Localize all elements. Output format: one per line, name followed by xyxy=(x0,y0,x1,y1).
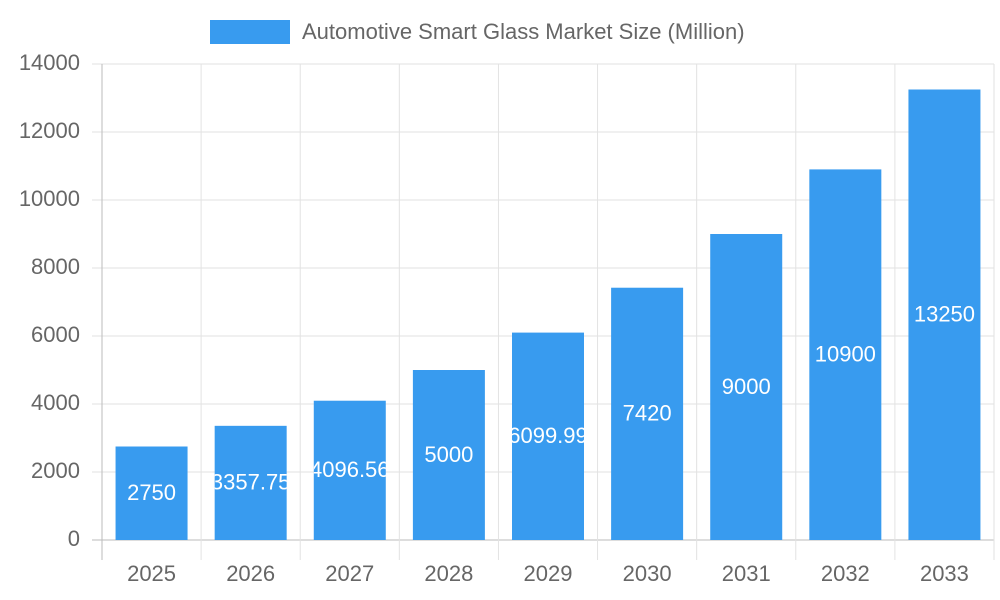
bar xyxy=(611,287,684,540)
y-tick-label: 12000 xyxy=(19,118,80,143)
y-tick-label: 10000 xyxy=(19,186,80,211)
x-tick-label: 2028 xyxy=(424,561,473,586)
data-label: 5000 xyxy=(424,442,473,467)
data-label: 9000 xyxy=(722,374,771,399)
y-tick-label: 0 xyxy=(68,526,80,551)
data-label: 13250 xyxy=(914,302,975,327)
legend-label[interactable]: Automotive Smart Glass Market Size (Mill… xyxy=(302,19,745,44)
data-label: 6099.99 xyxy=(508,423,588,448)
x-tick-label: 2025 xyxy=(127,561,176,586)
y-tick-label: 8000 xyxy=(31,254,80,279)
y-tick-label: 6000 xyxy=(31,322,80,347)
bar xyxy=(214,425,287,540)
bar xyxy=(809,169,882,540)
x-tick-label: 2032 xyxy=(821,561,870,586)
y-tick-label: 4000 xyxy=(31,390,80,415)
x-tick-label: 2031 xyxy=(722,561,771,586)
data-label: 4096.56 xyxy=(310,457,390,482)
data-label: 3357.75 xyxy=(211,470,291,495)
bar xyxy=(710,234,783,540)
x-tick-label: 2029 xyxy=(524,561,573,586)
data-label: 2750 xyxy=(127,480,176,505)
bar xyxy=(313,400,386,540)
bar xyxy=(512,332,584,540)
y-tick-label: 2000 xyxy=(31,458,80,483)
x-tick-label: 2026 xyxy=(226,561,275,586)
x-tick-label: 2030 xyxy=(623,561,672,586)
y-tick-label: 14000 xyxy=(19,50,80,75)
x-tick-label: 2027 xyxy=(325,561,374,586)
bar xyxy=(115,446,188,540)
bar xyxy=(412,370,485,540)
x-tick-label: 2033 xyxy=(920,561,969,586)
legend-swatch[interactable] xyxy=(210,20,290,44)
bar xyxy=(908,89,981,540)
data-label: 10900 xyxy=(815,342,876,367)
data-label: 7420 xyxy=(623,401,672,426)
